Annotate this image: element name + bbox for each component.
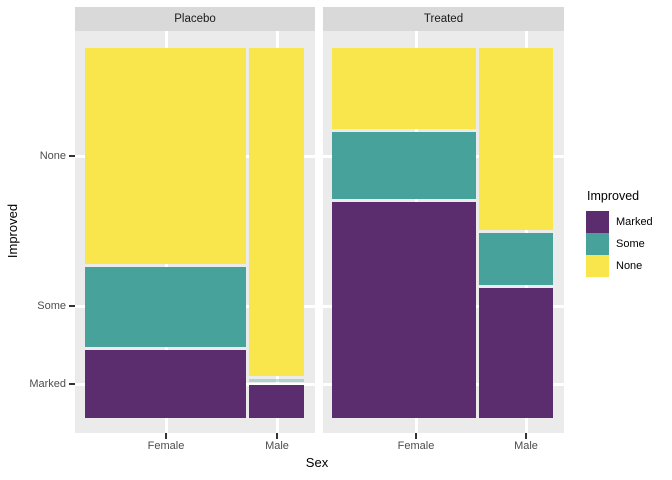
legend-swatch-marked	[586, 211, 609, 233]
x-axis-title: Sex	[305, 455, 329, 470]
y-tick	[69, 383, 75, 385]
segment-treated-female-none	[332, 48, 476, 129]
x-tick-label: Male	[514, 440, 538, 452]
y-tick-label: Some	[37, 300, 66, 312]
legend-label-none: None	[616, 260, 643, 272]
segment-placebo-male-marked	[248, 385, 304, 418]
x-tick-label: Female	[397, 440, 435, 452]
segment-treated-male-none	[478, 48, 553, 230]
y-tick-label: None	[39, 150, 66, 162]
segment-placebo-female-marked	[85, 349, 246, 418]
facet-strip-placebo: Placebo	[75, 7, 315, 31]
legend-swatch-none	[586, 255, 609, 277]
x-tick	[525, 433, 527, 439]
legend-label-marked: Marked	[616, 216, 653, 228]
segment-placebo-female-some	[85, 267, 246, 347]
segment-placebo-female-none	[85, 48, 246, 264]
segment-placebo-male-some	[248, 379, 304, 383]
legend-title: Improved	[587, 189, 640, 203]
legend-swatch-some	[586, 233, 609, 255]
facet-strip-label-placebo: Placebo	[174, 13, 216, 25]
x-tick-label: Male	[265, 440, 289, 452]
x-tick-label: Female	[147, 440, 185, 452]
segment-treated-female-marked	[332, 202, 476, 418]
legend-label-some: Some	[616, 238, 645, 250]
y-axis-title: Improved	[5, 203, 20, 259]
segment-treated-male-marked	[478, 288, 553, 418]
facet-panel-placebo	[75, 31, 315, 433]
y-tick-label: Marked	[29, 378, 66, 390]
facet-panel-treated	[323, 31, 564, 433]
facet-strip-treated: Treated	[323, 7, 564, 31]
x-tick	[415, 433, 417, 439]
x-tick	[276, 433, 278, 439]
x-tick	[165, 433, 167, 439]
y-tick	[69, 305, 75, 307]
segment-treated-male-some	[478, 233, 553, 286]
facet-strip-label-treated: Treated	[423, 13, 464, 25]
y-tick	[69, 155, 75, 157]
segment-placebo-male-none	[248, 48, 304, 377]
gridline-vertical	[524, 31, 528, 433]
segment-treated-female-some	[332, 131, 476, 200]
